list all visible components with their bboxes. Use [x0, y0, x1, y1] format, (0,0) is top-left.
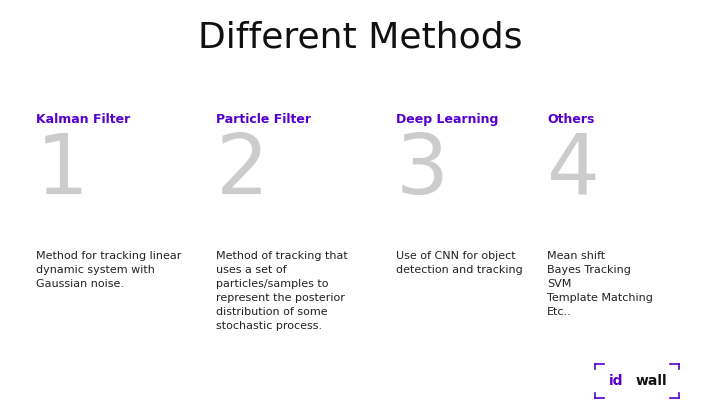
- Text: id: id: [608, 374, 623, 388]
- Text: 3: 3: [396, 130, 449, 211]
- Text: 2: 2: [216, 130, 269, 211]
- Text: Use of CNN for object
detection and tracking: Use of CNN for object detection and trac…: [396, 251, 523, 275]
- Text: Mean shift
Bayes Tracking
SVM
Template Matching
Etc..: Mean shift Bayes Tracking SVM Template M…: [547, 251, 653, 317]
- Text: 1: 1: [36, 130, 89, 211]
- Text: 4: 4: [547, 130, 600, 211]
- Text: Method of tracking that
uses a set of
particles/samples to
represent the posteri: Method of tracking that uses a set of pa…: [216, 251, 348, 331]
- Text: Method for tracking linear
dynamic system with
Gaussian noise.: Method for tracking linear dynamic syste…: [36, 251, 181, 289]
- Text: Others: Others: [547, 113, 595, 126]
- Text: Kalman Filter: Kalman Filter: [36, 113, 130, 126]
- Text: wall: wall: [636, 374, 667, 388]
- Text: Different Methods: Different Methods: [198, 20, 522, 54]
- Text: Deep Learning: Deep Learning: [396, 113, 498, 126]
- Text: Particle Filter: Particle Filter: [216, 113, 311, 126]
